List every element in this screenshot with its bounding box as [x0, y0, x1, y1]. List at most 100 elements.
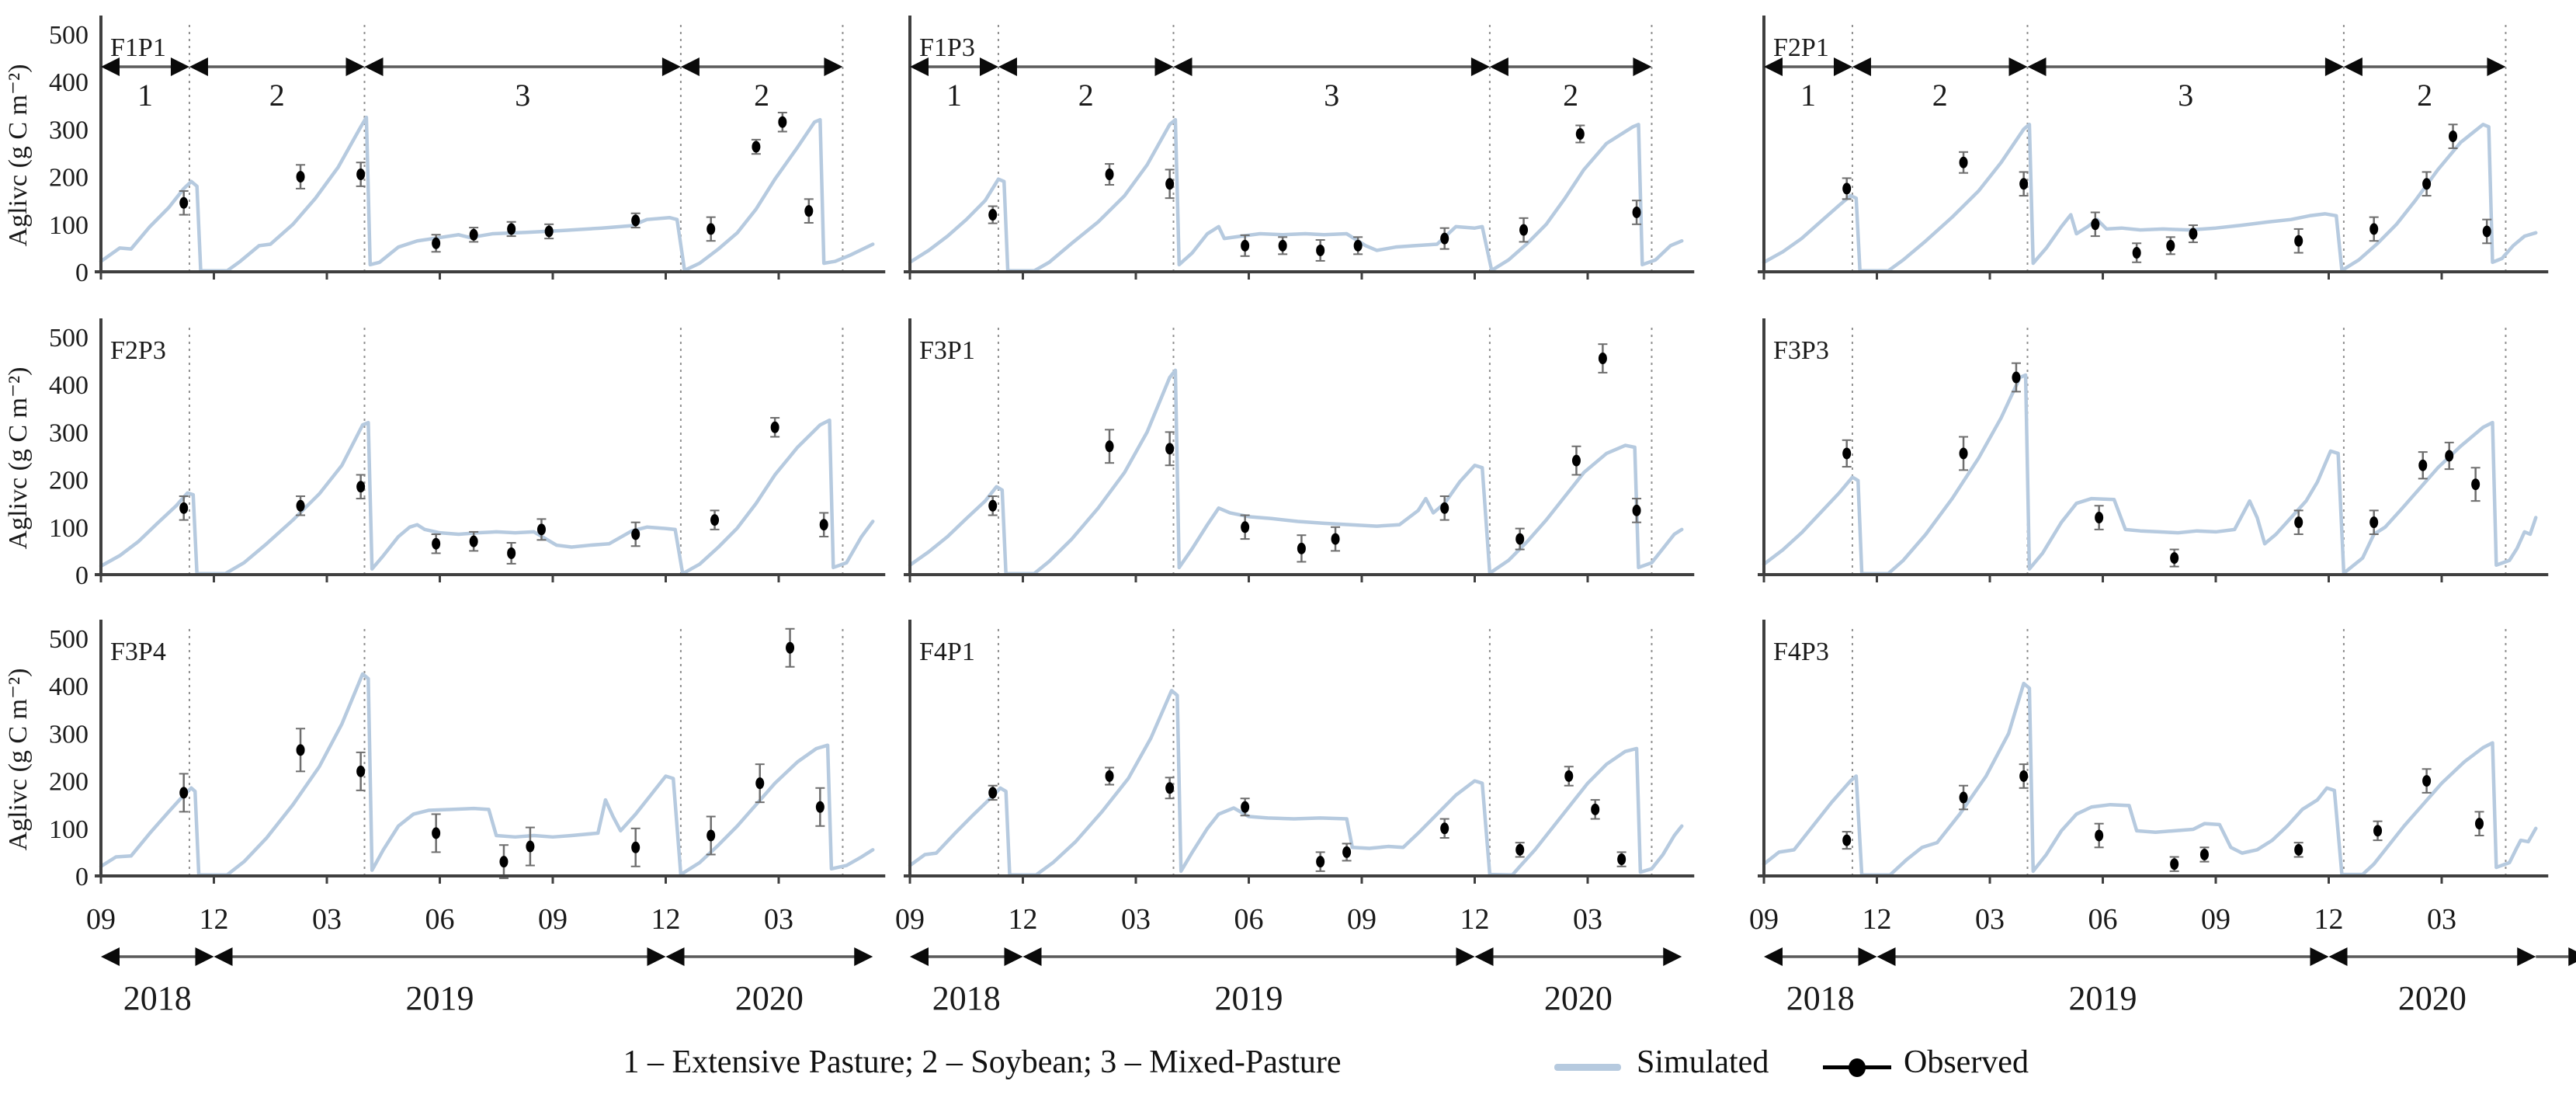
F4P1-observed-point-11 [1617, 853, 1626, 866]
month-label-col1: 06 [425, 903, 455, 936]
F1P1-y-tick-label: 100 [49, 211, 89, 240]
F4P3-observed-point-9 [2422, 775, 2432, 787]
F1P1-phase-2-right-arrow-icon [345, 57, 365, 76]
F3P4-observed-point-11 [815, 801, 825, 813]
year-2020-col2-left-arrow-icon [1474, 947, 1494, 966]
F4P3-panel-label: F4P3 [1773, 638, 1829, 666]
F2P1-phase-4-right-arrow-icon [2487, 57, 2506, 76]
F1P1-phase-3-right-arrow-icon [661, 57, 681, 76]
F2P3-y-tick-label: 400 [49, 371, 89, 400]
F2P1-phase-3-left-arrow-icon [2027, 57, 2047, 76]
year-2020-col2-label: 2020 [1544, 979, 1613, 1017]
F3P3-observed-point-6 [2294, 516, 2303, 529]
F2P1-phase-1-label: 1 [1800, 78, 1816, 113]
F1P1-y-tick-label: 300 [49, 116, 89, 144]
F4P1-observed-point-9 [1564, 770, 1574, 782]
F1P1-phase-4-left-arrow-icon [680, 57, 700, 76]
F3P3-observed-point-4 [2095, 512, 2104, 524]
F3P4-observed-point-1 [179, 787, 189, 799]
F1P3-panel-label: F1P3 [919, 33, 975, 62]
F1P3-observed-point-9 [1519, 224, 1529, 236]
F1P1-phase-1-left-arrow-icon [101, 57, 120, 76]
F1P1-phase-4-right-arrow-icon [824, 57, 843, 76]
year-2019-col1-label: 2019 [406, 979, 474, 1017]
F2P1-phase-3-right-arrow-icon [2324, 57, 2344, 76]
F3P4-y-tick-label: 100 [49, 815, 89, 844]
F3P1-observed-point-10 [1598, 353, 1607, 365]
month-label-col2: 12 [1460, 903, 1490, 936]
F4P3-observed-point-10 [2475, 818, 2484, 830]
F4P1-panel-label: F4P1 [919, 638, 975, 666]
F4P3-observed-point-2 [1959, 791, 1968, 804]
year-2020-col2-right-arrow-icon [1663, 947, 1682, 966]
month-label-col2: 12 [1009, 903, 1038, 936]
F1P1-y-tick-label: 400 [49, 68, 89, 97]
F1P3-observed-point-11 [1632, 207, 1641, 218]
F2P1-observed-point-11 [2449, 130, 2458, 143]
F1P1-observed-point-2 [296, 171, 305, 183]
F3P1-observed-point-3 [1165, 443, 1175, 455]
F1P1-y-tick-label: 200 [49, 164, 89, 193]
month-label-col2: 06 [1234, 903, 1264, 936]
F3P4-y-tick-label: 500 [49, 625, 89, 654]
F2P3-y-tick-label: 300 [49, 419, 89, 447]
month-label-col1: 12 [200, 903, 229, 936]
F3P1-observed-point-1 [988, 499, 998, 512]
F1P3-phase-3-left-arrow-icon [1173, 57, 1193, 76]
year-2020-col3-left-arrow-icon [2328, 947, 2348, 966]
F2P1-observed-point-10 [2422, 178, 2432, 190]
F4P3-observed-point-8 [2373, 825, 2383, 837]
F1P1-y-tick-label: 0 [75, 259, 89, 287]
F3P3-observed-point-2 [1959, 447, 1968, 460]
year-axis-end-arrow-icon [2568, 947, 2576, 966]
month-label-col2: 03 [1573, 903, 1602, 936]
F2P1-phase-2-label: 2 [1932, 78, 1948, 113]
F4P3-observed-point-5 [2170, 858, 2179, 870]
F3P3-observed-point-5 [2170, 552, 2179, 565]
month-label-col3: 03 [2427, 903, 2456, 936]
simulated-line-swatch [1554, 1064, 1621, 1071]
F1P1-observed-point-3 [356, 169, 366, 181]
year-2019-col2-label: 2019 [1215, 979, 1283, 1017]
year-2019-col2-right-arrow-icon [1456, 947, 1475, 966]
F1P1-observed-point-7 [544, 225, 554, 238]
F2P3-y-tick-label: 0 [75, 561, 89, 590]
F3P1-simulated-line [908, 368, 1684, 576]
F2P3-observed-point-4 [432, 537, 441, 550]
month-label-col1: 09 [538, 903, 568, 936]
F3P4-y-axis-title: Aglivc (g C m⁻²) [4, 669, 33, 851]
F1P1-simulated-line [99, 115, 875, 273]
F2P1-observed-point-9 [2369, 223, 2379, 235]
F2P1-panel-label: F2P1 [1773, 33, 1829, 62]
F3P4-observed-point-5 [499, 856, 509, 868]
F1P1-observed-point-5 [469, 228, 478, 241]
year-2018-col1-right-arrow-icon [195, 947, 214, 966]
F1P1-phase-4-label: 2 [754, 78, 769, 113]
F3P3-observed-point-3 [2012, 371, 2021, 384]
year-2018-col2-left-arrow-icon [910, 947, 929, 966]
F3P3-observed-point-10 [2471, 478, 2481, 491]
F4P1-observed-point-6 [1342, 846, 1352, 858]
F4P3-simulated-line [1762, 681, 2538, 877]
F1P1-observed-point-4 [432, 237, 441, 249]
F1P3-observed-point-8 [1440, 232, 1449, 245]
year-2018-col1-left-arrow-icon [101, 947, 120, 966]
F2P1-simulated-line [1762, 123, 2538, 273]
month-label-col3: 09 [1749, 903, 1779, 936]
F2P3-y-tick-label: 100 [49, 514, 89, 543]
F1P3-phase-4-label: 2 [1563, 78, 1578, 113]
F1P1-y-axis-title: Aglivc (g C m⁻²) [4, 64, 33, 247]
F3P4-y-tick-label: 200 [49, 768, 89, 797]
F2P3-panel-label: F2P3 [110, 336, 166, 365]
F1P1-y-tick-label: 500 [49, 21, 89, 50]
F3P1-observed-point-6 [1331, 533, 1340, 545]
F2P3-observed-point-3 [356, 481, 366, 493]
F3P3-observed-point-1 [1842, 447, 1852, 460]
F1P1-observed-point-8 [631, 214, 641, 227]
F3P3-observed-point-7 [2369, 516, 2379, 529]
year-2018-col3-left-arrow-icon [1764, 947, 1783, 966]
year-2019-col3-label: 2019 [2069, 979, 2137, 1017]
F2P1-phase-2-left-arrow-icon [1852, 57, 1871, 76]
F4P1-observed-point-5 [1316, 856, 1325, 868]
F1P3-phase-1-label: 1 [946, 78, 962, 113]
